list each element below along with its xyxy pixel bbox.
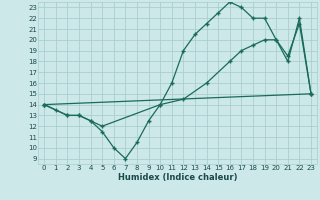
X-axis label: Humidex (Indice chaleur): Humidex (Indice chaleur) [118,173,237,182]
